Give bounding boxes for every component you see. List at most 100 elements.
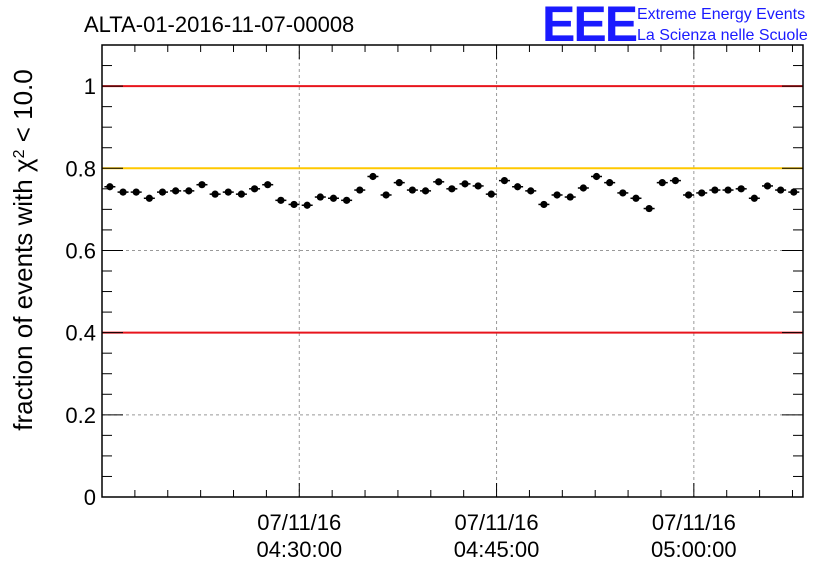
data-point-13-marker — [277, 196, 285, 204]
data-point-19 — [354, 186, 366, 194]
y-axis-ticks: 0 0.2 0.4 0.6 0.8 1 — [65, 44, 803, 510]
data-point-3-marker — [145, 194, 153, 202]
data-point-9 — [222, 188, 234, 196]
data-point-18-marker — [343, 196, 351, 204]
data-point-21 — [380, 191, 392, 199]
data-point-24-marker — [421, 187, 430, 195]
data-point-13 — [275, 196, 287, 204]
data-point-52-marker — [790, 188, 798, 196]
data-point-40 — [630, 194, 642, 202]
data-point-50-marker — [763, 182, 772, 190]
logo-line-2: La Scienza nelle Scuole — [637, 27, 808, 44]
data-point-30 — [498, 177, 510, 185]
data-point-5 — [170, 187, 182, 195]
data-point-4-marker — [158, 188, 167, 196]
y-tick-label-4: 0.8 — [65, 156, 96, 181]
logo-line-1: Extreme Energy Events — [637, 6, 805, 23]
data-point-43 — [669, 177, 681, 185]
data-point-15 — [301, 201, 313, 209]
data-point-33-marker — [540, 200, 548, 209]
data-point-15-marker — [303, 201, 311, 209]
data-point-36 — [577, 184, 589, 192]
y-tick-label-0: 0 — [84, 485, 96, 510]
data-point-45 — [696, 189, 708, 197]
data-point-42-marker — [658, 179, 666, 187]
data-point-9-marker — [224, 188, 232, 196]
data-point-26-marker — [448, 185, 456, 193]
data-point-49-marker — [750, 194, 758, 202]
data-point-10 — [235, 190, 247, 198]
data-point-34-marker — [553, 191, 561, 199]
y-axis-label-suffix: < 10.0 — [8, 69, 38, 149]
data-point-37 — [591, 172, 603, 181]
data-point-31-marker — [514, 183, 522, 191]
x-tick-label-time-0: 04:30:00 — [256, 537, 342, 562]
data-point-17-marker — [329, 194, 338, 202]
data-point-2-marker — [132, 188, 140, 196]
data-point-17 — [327, 194, 339, 202]
data-point-1 — [117, 188, 129, 196]
data-point-37-marker — [592, 172, 601, 181]
data-point-28-marker — [474, 182, 482, 190]
data-point-49 — [748, 194, 760, 202]
y-axis-label-symbol: χ — [8, 158, 38, 172]
data-point-22 — [393, 179, 405, 187]
data-point-16-marker — [316, 193, 324, 201]
data-point-35-marker — [566, 193, 574, 201]
data-point-35 — [564, 193, 576, 201]
data-point-29-marker — [487, 190, 495, 198]
x-tick-label-date-0: 07/11/16 — [257, 510, 341, 535]
y-axis-label-exponent: 2 — [11, 149, 28, 158]
data-point-32 — [525, 187, 537, 195]
data-point-11 — [249, 185, 261, 193]
data-point-12 — [262, 181, 274, 189]
data-point-8-marker — [211, 190, 219, 198]
data-point-52 — [788, 188, 800, 196]
x-tick-label-time-1: 04:45:00 — [454, 537, 540, 562]
data-point-28 — [472, 182, 484, 190]
data-point-27 — [459, 180, 471, 188]
data-point-10-marker — [237, 190, 246, 198]
data-point-29 — [485, 190, 497, 198]
data-point-26 — [446, 185, 458, 193]
data-point-18 — [341, 196, 353, 204]
x-axis-ticks: 07/11/1604:30:0007/11/1604:45:0007/11/16… — [101, 45, 793, 562]
y-axis-label: fraction of events with χ2 < 10.0 — [8, 69, 38, 430]
data-point-12-marker — [264, 181, 272, 189]
data-point-34 — [551, 191, 563, 199]
data-point-51-marker — [777, 186, 785, 194]
data-point-43-marker — [671, 177, 680, 185]
y-tick-label-1: 0.2 — [65, 403, 96, 428]
y-tick-label-2: 0.4 — [65, 321, 96, 346]
data-point-46 — [709, 186, 721, 194]
x-tick-label-date-2: 07/11/16 — [652, 510, 736, 535]
y-tick-label-5: 1 — [84, 74, 96, 99]
x-tick-label-date-1: 07/11/16 — [455, 510, 539, 535]
eee-logo: EEE Extreme Energy Events La Scienza nel… — [542, 0, 808, 52]
data-point-44 — [683, 191, 695, 199]
y-tick-label-3: 0.6 — [65, 238, 96, 263]
data-point-36-marker — [579, 184, 587, 192]
data-point-47 — [722, 186, 734, 194]
data-point-11-marker — [250, 185, 259, 193]
data-point-41-marker — [645, 204, 653, 213]
data-points — [104, 172, 800, 213]
data-point-5-marker — [172, 187, 180, 195]
data-point-33 — [538, 200, 550, 209]
data-point-14-marker — [290, 200, 298, 209]
data-point-46-marker — [711, 186, 719, 194]
data-point-6-marker — [185, 187, 193, 195]
chart-title: ALTA-01-2016-11-07-00008 — [84, 12, 354, 37]
data-point-7-marker — [198, 181, 206, 189]
data-point-16 — [314, 193, 326, 201]
data-point-42 — [656, 179, 668, 187]
data-point-27-marker — [461, 180, 469, 188]
data-point-20-marker — [369, 172, 377, 181]
data-point-1-marker — [119, 188, 127, 196]
data-point-30-marker — [500, 177, 509, 185]
data-point-21-marker — [382, 191, 390, 199]
data-point-4 — [156, 188, 168, 196]
data-point-23 — [406, 186, 418, 194]
